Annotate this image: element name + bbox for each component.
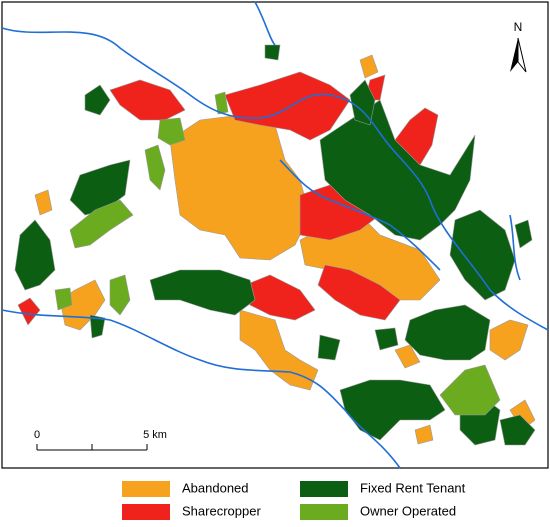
parcel bbox=[449, 209, 516, 301]
parcel bbox=[59, 279, 106, 331]
parcel bbox=[239, 309, 319, 391]
parcel bbox=[34, 189, 53, 216]
parcel bbox=[54, 287, 73, 311]
parcel bbox=[109, 274, 131, 316]
river bbox=[279, 159, 441, 271]
parcel bbox=[359, 54, 379, 79]
arrow-half bbox=[510, 38, 518, 72]
river bbox=[254, 1, 276, 46]
parcel bbox=[439, 364, 501, 416]
legend-label: Owner Operated bbox=[360, 503, 456, 518]
parcel bbox=[89, 314, 106, 339]
parcel bbox=[244, 274, 316, 321]
north-label: N bbox=[514, 20, 523, 34]
parcel bbox=[149, 269, 256, 316]
river bbox=[509, 214, 521, 281]
parcel bbox=[17, 297, 41, 326]
arrow-half bbox=[517, 37, 527, 73]
parcel bbox=[144, 144, 166, 191]
legend-swatch bbox=[122, 481, 170, 497]
parcels bbox=[14, 44, 536, 446]
parcel bbox=[404, 304, 491, 361]
river bbox=[1, 309, 401, 469]
parcel bbox=[214, 91, 229, 115]
parcel bbox=[14, 219, 56, 291]
parcel bbox=[317, 334, 341, 361]
parcel bbox=[489, 319, 529, 361]
parcel bbox=[264, 44, 281, 61]
scale-label: 0 bbox=[34, 429, 40, 441]
legend: Abandoned Sharecropper Fixed Rent Tenant Ow… bbox=[122, 480, 466, 520]
parcel bbox=[349, 79, 376, 126]
scale-bar bbox=[36, 444, 148, 451]
parcel bbox=[84, 84, 111, 116]
legend-swatch bbox=[300, 481, 348, 497]
parcel bbox=[339, 379, 446, 441]
parcel bbox=[109, 79, 186, 121]
parcel bbox=[69, 199, 134, 249]
legend-label: Fixed Rent Tenant bbox=[360, 480, 466, 495]
scale-label: 5 km bbox=[143, 429, 167, 441]
parcel bbox=[499, 414, 536, 446]
parcel bbox=[394, 344, 421, 369]
legend-swatch bbox=[122, 504, 170, 520]
river bbox=[1, 27, 549, 331]
rivers bbox=[1, 1, 549, 469]
parcel bbox=[319, 99, 476, 241]
legend-label: Abandoned bbox=[182, 480, 249, 495]
legend-label: Sharecropper bbox=[182, 503, 261, 518]
parcel bbox=[514, 219, 533, 249]
legend-swatch bbox=[300, 504, 348, 520]
parcel bbox=[224, 71, 351, 141]
parcel bbox=[317, 264, 401, 321]
north-arrow: N bbox=[510, 20, 527, 73]
parcel bbox=[157, 117, 186, 146]
parcel bbox=[374, 327, 399, 351]
parcel bbox=[414, 424, 434, 445]
